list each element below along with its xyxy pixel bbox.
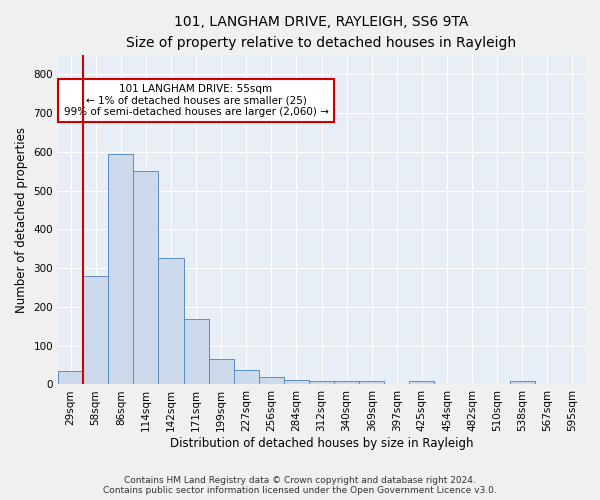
Bar [409,380,434,384]
Bar [233,370,259,384]
Bar [359,380,384,384]
Bar [209,360,233,384]
Bar [510,380,535,384]
Bar [309,380,334,384]
Bar [158,258,184,384]
Bar [133,171,158,384]
Bar [108,154,133,384]
Text: 101 LANGHAM DRIVE: 55sqm
← 1% of detached houses are smaller (25)
99% of semi-de: 101 LANGHAM DRIVE: 55sqm ← 1% of detache… [64,84,328,117]
Bar [58,371,83,384]
Bar [284,380,309,384]
Text: Contains HM Land Registry data © Crown copyright and database right 2024.
Contai: Contains HM Land Registry data © Crown c… [103,476,497,495]
Bar [184,318,209,384]
Bar [259,378,284,384]
Title: 101, LANGHAM DRIVE, RAYLEIGH, SS6 9TA
Size of property relative to detached hous: 101, LANGHAM DRIVE, RAYLEIGH, SS6 9TA Si… [127,15,517,50]
Bar [83,276,108,384]
X-axis label: Distribution of detached houses by size in Rayleigh: Distribution of detached houses by size … [170,437,473,450]
Y-axis label: Number of detached properties: Number of detached properties [15,126,28,312]
Bar [334,382,359,384]
